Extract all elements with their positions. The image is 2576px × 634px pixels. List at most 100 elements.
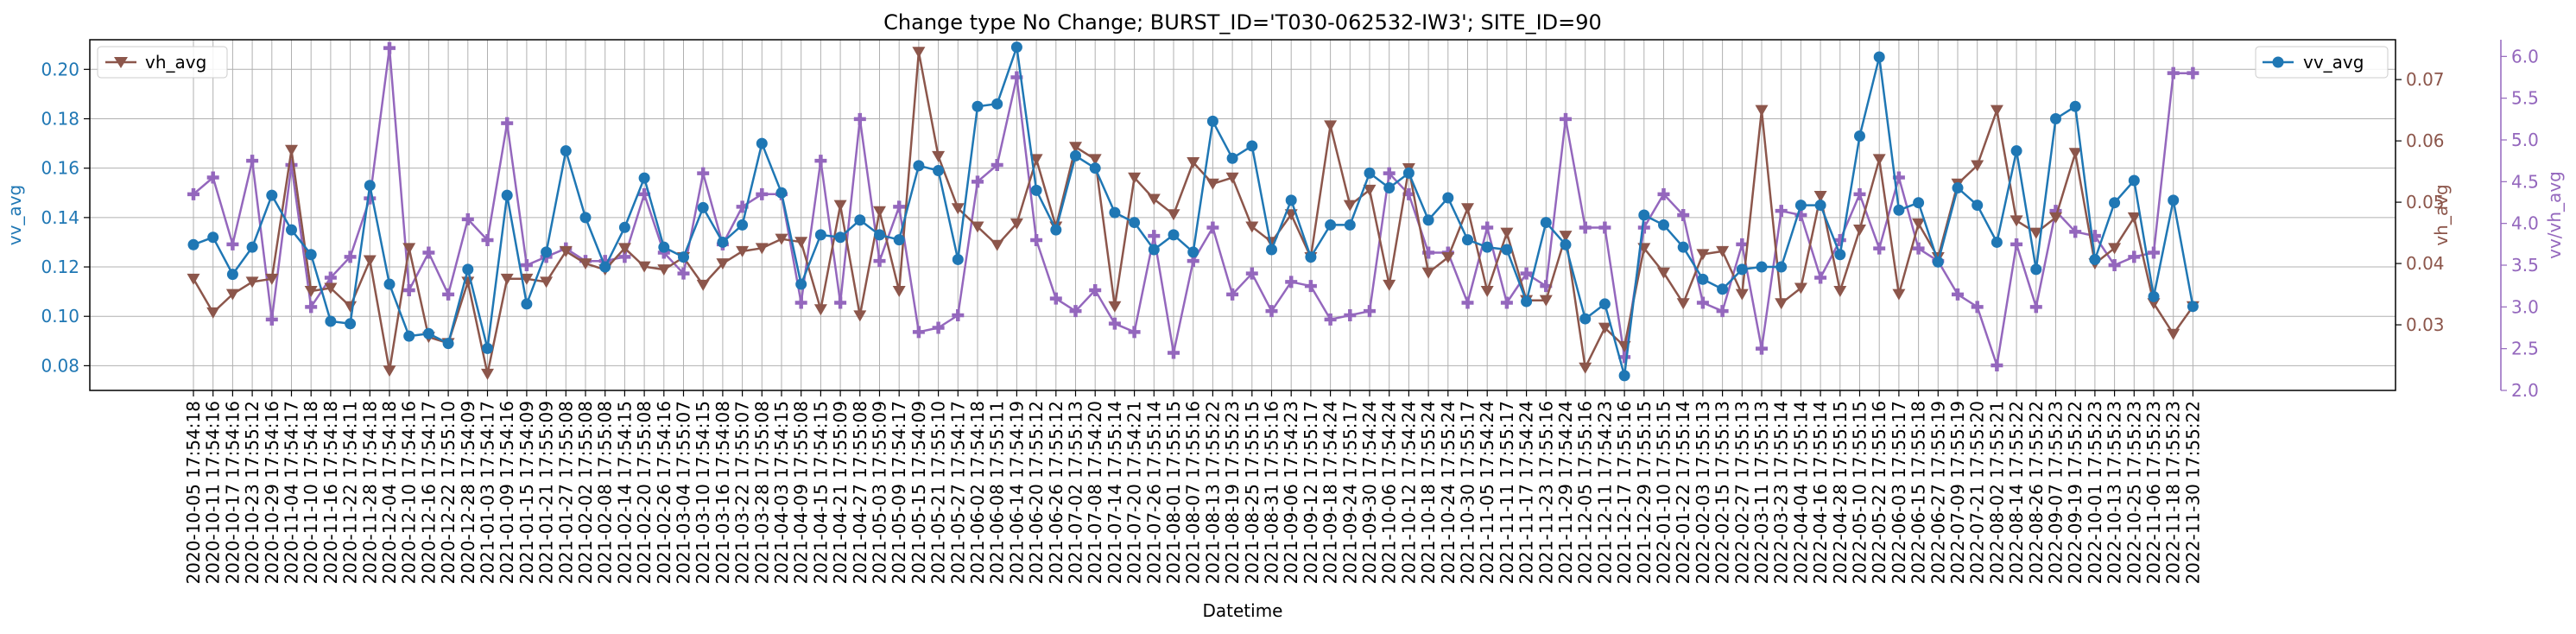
data-point-vv-avg xyxy=(2187,301,2199,313)
data-point-vv-vh-avg xyxy=(1912,242,1925,255)
data-point-vv-vh-avg xyxy=(1364,305,1376,318)
x-tick-label: 2021-09-18 17:54:24 xyxy=(1320,401,1341,584)
legend-vh-box xyxy=(97,46,228,79)
data-point-vv-vh-avg xyxy=(1344,309,1357,321)
data-point-vv-vh-avg xyxy=(2167,67,2180,79)
data-point-vv-avg xyxy=(1854,130,1865,143)
x-tick-label: 2020-10-05 17:54:18 xyxy=(183,401,204,584)
data-point-vv-avg xyxy=(1775,261,1788,273)
x-tick-label: 2021-11-11 17:55:17 xyxy=(1497,401,1517,584)
x-tick-label: 2021-08-31 17:55:16 xyxy=(1262,401,1282,584)
data-point-vv-vh-avg xyxy=(677,267,690,280)
data-point-vv-avg xyxy=(1873,51,1885,63)
x-tick-label: 2021-04-21 17:55:09 xyxy=(830,401,851,584)
legend-vh: vh_avg xyxy=(97,46,228,79)
data-point-vv-vh-avg xyxy=(1677,209,1690,221)
vh-axis-label: vh_avg xyxy=(2431,184,2452,245)
ratio-tick-label: 4.5 xyxy=(2511,171,2539,192)
data-point-vv-vh-avg xyxy=(1128,326,1141,339)
data-point-vv-avg xyxy=(364,180,376,192)
vh-tick-label: 0.05 xyxy=(2406,192,2445,212)
x-tick-label: 2020-12-28 17:54:09 xyxy=(458,401,478,584)
data-point-vh-avg xyxy=(344,301,358,313)
legend-vv-marker xyxy=(2272,56,2284,68)
data-point-vv-vh-avg xyxy=(1069,305,1082,318)
x-tick-label: 2021-05-21 17:55:10 xyxy=(928,401,949,584)
data-point-vv-vh-avg xyxy=(912,326,925,339)
x-tick-label: 2021-07-26 17:55:14 xyxy=(1143,401,1164,584)
data-point-vh-avg xyxy=(2108,243,2122,255)
data-point-vv-avg xyxy=(678,251,689,263)
data-point-vh-avg xyxy=(1187,156,1200,168)
x-tick-label: 2021-12-17 17:55:16 xyxy=(1614,401,1635,584)
x-tick-label: 2021-02-14 17:54:15 xyxy=(614,401,635,584)
data-point-vv-vh-avg xyxy=(1461,296,1474,309)
data-point-vv-vh-avg xyxy=(265,313,278,326)
data-point-vv-avg xyxy=(541,246,553,258)
vv-axis-label: vv_avg xyxy=(4,185,25,245)
data-point-vh-avg xyxy=(951,203,965,215)
vv-tick-label: 0.12 xyxy=(41,257,79,277)
data-point-vv-vh-avg xyxy=(932,321,945,334)
data-point-vv-avg xyxy=(207,231,219,244)
x-tick-label: 2021-09-12 17:55:17 xyxy=(1301,401,1321,584)
data-point-vh-avg xyxy=(206,307,220,319)
data-point-vh-avg xyxy=(2049,212,2062,224)
data-point-vh-avg xyxy=(1579,362,1592,374)
data-point-vv-avg xyxy=(1560,238,1572,250)
data-point-vv-avg xyxy=(1834,249,1846,261)
x-tick-label: 2021-12-29 17:55:15 xyxy=(1634,401,1655,584)
data-point-vv-vh-avg xyxy=(1873,242,1886,255)
data-point-vh-avg xyxy=(1696,249,1710,261)
data-point-vh-avg xyxy=(1775,298,1788,310)
data-point-vh-avg xyxy=(2127,212,2141,224)
data-point-vh-avg xyxy=(736,245,750,257)
data-point-vv-vh-avg xyxy=(1736,238,1749,250)
data-point-vv-vh-avg xyxy=(1853,187,1866,200)
data-point-vv-avg xyxy=(717,236,729,248)
x-tick-label: 2020-11-28 17:54:18 xyxy=(359,401,380,584)
x-tick-label: 2021-11-29 17:54:24 xyxy=(1555,401,1576,584)
data-point-vh-avg xyxy=(245,276,259,288)
legend-vh-marker xyxy=(114,57,128,68)
data-point-vh-avg xyxy=(912,47,926,59)
data-point-vh-avg xyxy=(892,286,906,298)
data-point-vh-avg xyxy=(1383,279,1396,291)
data-point-vv-avg xyxy=(814,229,826,241)
x-tick-label: 2022-02-15 17:55:13 xyxy=(1712,401,1733,584)
x-tick-label: 2021-05-15 17:54:09 xyxy=(908,401,929,584)
data-point-vv-avg xyxy=(345,318,357,330)
x-tick-label: 2021-08-19 17:55:23 xyxy=(1222,401,1243,584)
data-point-vh-avg xyxy=(2029,227,2043,239)
data-point-vh-avg xyxy=(265,273,279,285)
data-point-vh-avg xyxy=(1755,105,1769,117)
x-tick-label: 2022-04-28 17:55:15 xyxy=(1830,401,1851,584)
x-tick-label: 2022-01-22 17:55:14 xyxy=(1673,401,1693,584)
vv-tick-label: 0.10 xyxy=(41,306,79,327)
x-tick-label: 2021-01-03 17:54:17 xyxy=(478,401,498,584)
x-tick-label: 2021-02-08 17:55:08 xyxy=(595,401,616,584)
data-point-vv-avg xyxy=(1206,115,1218,127)
x-tick-label: 2021-12-11 17:54:23 xyxy=(1594,401,1615,584)
data-point-vh-avg xyxy=(520,273,534,285)
data-point-vv-vh-avg xyxy=(1324,313,1337,326)
data-point-vv-vh-avg xyxy=(2128,250,2141,263)
data-point-vh-avg xyxy=(1853,225,1866,237)
data-point-vv-avg xyxy=(658,241,670,253)
x-tick-label: 2021-01-09 17:54:16 xyxy=(497,401,517,584)
x-tick-label: 2021-02-26 17:54:16 xyxy=(654,401,674,584)
data-point-vv-vh-avg xyxy=(1696,296,1709,309)
x-tick-label: 2022-06-27 17:55:19 xyxy=(1927,401,1948,584)
legend-vv-label: vv_avg xyxy=(2303,52,2364,73)
x-tick-label: 2020-12-22 17:55:10 xyxy=(438,401,459,584)
x-tick-label: 2021-03-22 17:55:07 xyxy=(732,401,753,584)
data-point-vv-vh-avg xyxy=(853,112,866,125)
x-tick-label: 2020-10-17 17:54:16 xyxy=(222,401,243,584)
data-point-vv-avg xyxy=(1383,182,1396,194)
data-point-vv-vh-avg xyxy=(1383,167,1396,180)
x-tick-label: 2021-10-12 17:54:24 xyxy=(1398,401,1419,584)
data-point-vv-avg xyxy=(482,342,493,354)
data-point-vv-vh-avg xyxy=(1520,267,1533,280)
data-point-vv-avg xyxy=(187,238,199,250)
